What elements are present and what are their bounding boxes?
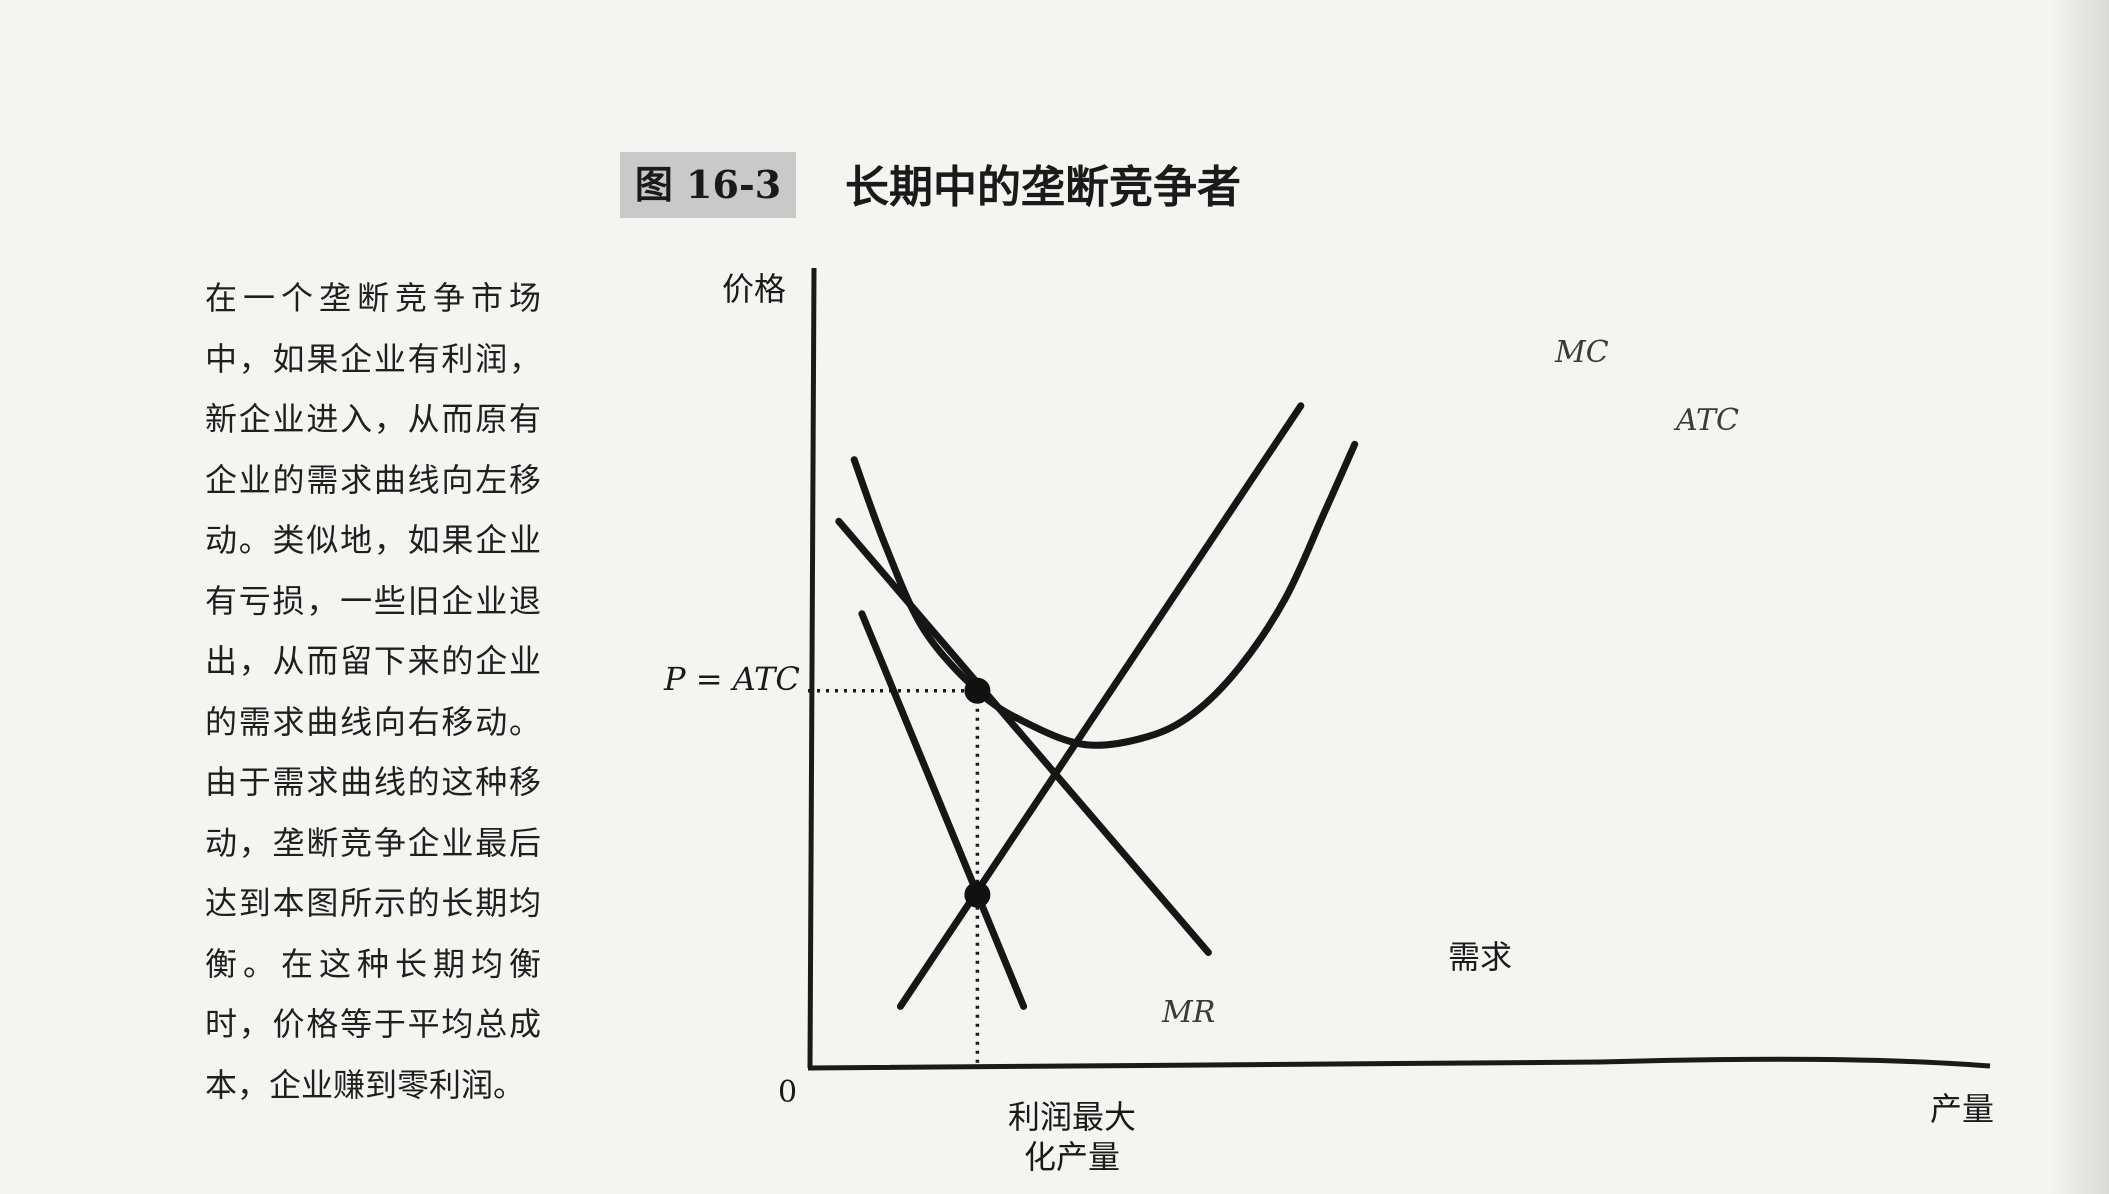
mc-curve bbox=[896, 402, 1305, 1010]
y-axis-label: 价格 bbox=[722, 270, 786, 308]
demand-label: 需求 bbox=[1448, 938, 1512, 976]
y-axis bbox=[807, 267, 817, 1069]
x-axis bbox=[807, 1056, 1991, 1071]
figure-title: 长期中的垄断竞争者 bbox=[845, 162, 1241, 213]
figure-number-badge: 图 16-3 bbox=[620, 152, 796, 218]
tangency-point bbox=[964, 677, 991, 704]
figure-caption: 在一个垄断竞争市场中，如果企业有利润，新企业进入，从而原有企业的需求曲线向左移动… bbox=[205, 279, 541, 1104]
demand-curve bbox=[835, 517, 1212, 956]
mc-label: MC bbox=[1554, 335, 1609, 370]
mr-curve bbox=[858, 610, 1028, 1010]
axes bbox=[807, 267, 1991, 1071]
dotted-guides bbox=[808, 688, 980, 1068]
x-axis-label: 产量 bbox=[1930, 1090, 1994, 1128]
mr-label: MR bbox=[1161, 995, 1215, 1030]
quantity-label-line1: 利润最大 bbox=[1008, 1098, 1136, 1136]
quantity-label-line2: 化产量 bbox=[1024, 1138, 1120, 1176]
price-atc-label: P = ATC bbox=[663, 660, 800, 698]
mc-mr-intersection-point bbox=[964, 881, 991, 908]
equilibrium-points bbox=[964, 677, 991, 908]
origin-label: 0 bbox=[778, 1075, 797, 1110]
atc-label: ATC bbox=[1673, 403, 1739, 438]
curves bbox=[835, 402, 1359, 1010]
page-edge-shadow bbox=[2049, 0, 2109, 1194]
